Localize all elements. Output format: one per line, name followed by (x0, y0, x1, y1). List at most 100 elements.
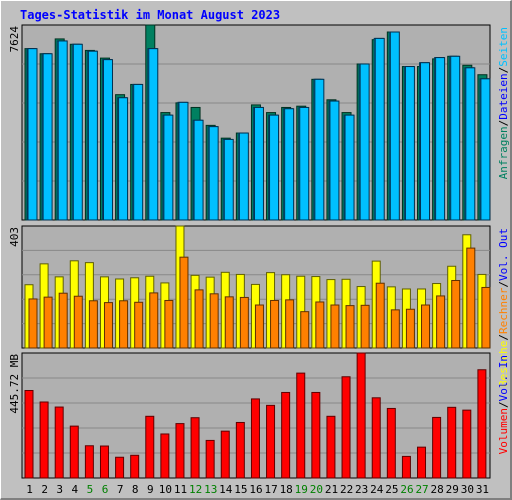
bar-volumen (447, 406, 457, 479)
bar-volumen (311, 391, 321, 479)
bar-rechner (149, 292, 159, 349)
bar-volumen (84, 445, 94, 479)
day-label: 1 (26, 483, 33, 496)
bar-volumen (205, 439, 215, 479)
day-label: 11 (174, 483, 187, 496)
day-label: 10 (159, 483, 172, 496)
bar-seiten (465, 67, 476, 221)
bar-volumen (24, 390, 34, 479)
bar-rechner (209, 293, 219, 349)
bar-volumen (39, 401, 49, 479)
legend-item: / (497, 401, 510, 408)
bar-volumen (371, 397, 381, 479)
legend-item: Volumen (497, 408, 510, 454)
day-label: 2 (41, 483, 48, 496)
day-label: 16 (249, 483, 262, 496)
bar-volumen (432, 416, 442, 479)
bar-volumen (220, 430, 230, 479)
day-label: 23 (355, 483, 368, 496)
bar-rechner (270, 299, 280, 349)
bar-rechner (451, 279, 461, 349)
bar-rechner (194, 289, 204, 349)
bar-rechner (375, 282, 385, 349)
bar-seiten (344, 114, 355, 221)
bar-rechner (43, 296, 53, 349)
bar-seiten (118, 97, 129, 221)
legend-item: / (497, 281, 510, 288)
bar-seiten (389, 31, 400, 221)
bar-seiten (253, 106, 264, 221)
bar-rechner (421, 304, 431, 349)
bar-volumen (69, 425, 79, 479)
legend-item: / (497, 334, 510, 341)
bar-volumen (235, 421, 245, 479)
bar-rechner (28, 298, 38, 349)
bar-rechner (119, 300, 129, 349)
bar-volumen (417, 446, 427, 479)
bar-seiten (404, 66, 415, 221)
legend-item: Rechner (497, 287, 510, 334)
day-label: 14 (219, 483, 233, 496)
bar-rechner (179, 256, 189, 349)
day-label: 18 (280, 483, 293, 496)
day-label: 17 (264, 483, 277, 496)
day-label: 25 (385, 483, 398, 496)
legend: Besuche/Rechner/Vol. Out (497, 228, 510, 387)
bar-volumen (326, 415, 336, 479)
bar-volumen (341, 376, 351, 479)
bar-seiten (27, 48, 38, 221)
bar-volumen (115, 456, 125, 479)
day-label: 9 (147, 483, 154, 496)
day-label: 5 (87, 483, 94, 496)
day-label: 21 (325, 483, 338, 496)
day-label: 15 (234, 483, 247, 496)
bar-seiten (193, 119, 204, 221)
bar-seiten (299, 106, 310, 221)
bar-volumen (386, 407, 396, 479)
bar-seiten (102, 59, 113, 221)
page-title: Tages-Statistik im Monat August 2023 (20, 8, 281, 22)
legend-item: Vol. In (497, 355, 510, 401)
bar-rechner (315, 301, 325, 349)
bar-seiten (178, 101, 189, 221)
bar-seiten (72, 43, 83, 221)
day-label: 7 (117, 483, 124, 496)
bar-seiten (87, 50, 98, 221)
bar-seiten (374, 37, 385, 221)
y-max-label: 7624 (8, 26, 21, 53)
bar-rechner (345, 305, 355, 349)
legend-item: Anfragen (497, 126, 510, 179)
bar-seiten (420, 62, 431, 221)
bar-rechner (285, 299, 295, 349)
bar-seiten (329, 100, 340, 221)
y-max-label: 445.72 MB (8, 354, 21, 414)
bar-seiten (314, 78, 325, 221)
day-label: 19 (295, 483, 308, 496)
day-label: 22 (340, 483, 353, 496)
bar-seiten (284, 108, 295, 221)
bar-seiten (238, 132, 249, 221)
legend: Volumen/Vol. In (497, 355, 510, 454)
bar-rechner (164, 299, 174, 349)
bar-rechner (73, 295, 83, 349)
bar-volumen (281, 391, 291, 479)
bar-rechner (254, 304, 264, 349)
bar-rechner (466, 247, 476, 349)
bar-rechner (360, 304, 370, 349)
bar-volumen (130, 454, 140, 479)
bar-rechner (239, 296, 249, 349)
bar-seiten (133, 83, 144, 221)
bar-volumen (145, 415, 155, 479)
day-label: 26 (400, 483, 413, 496)
bar-rechner (134, 301, 144, 349)
bar-volumen (356, 352, 366, 479)
bar-seiten (450, 55, 461, 221)
day-label: 27 (415, 483, 428, 496)
bar-rechner (436, 295, 446, 349)
bar-seiten (208, 126, 219, 221)
legend-item: / (497, 120, 510, 127)
day-label: 29 (446, 483, 459, 496)
day-label: 13 (204, 483, 217, 496)
day-label: 31 (476, 483, 489, 496)
